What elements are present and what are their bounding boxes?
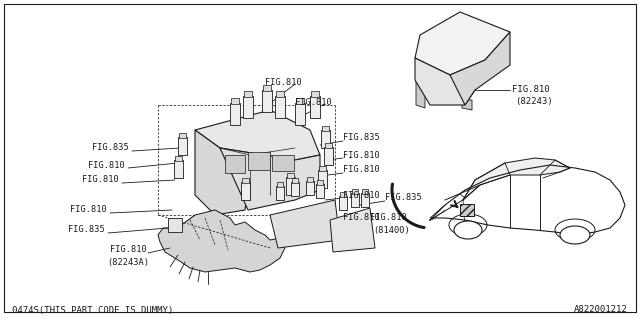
Text: 0474S(THIS PART CODE IS DUMMY): 0474S(THIS PART CODE IS DUMMY) [12, 306, 173, 315]
Bar [248, 152, 270, 170]
Ellipse shape [560, 226, 590, 244]
Bar [272, 155, 294, 171]
Bar [306, 181, 314, 195]
Bar [263, 85, 271, 91]
Bar [324, 147, 333, 165]
Bar [277, 182, 283, 187]
Polygon shape [220, 148, 320, 210]
Text: FIG.810: FIG.810 [82, 175, 119, 185]
Bar [243, 96, 253, 118]
Bar [286, 177, 295, 195]
Text: FIG.835: FIG.835 [385, 194, 422, 203]
Text: (82243A): (82243A) [107, 258, 149, 267]
Text: FIG.810: FIG.810 [295, 98, 332, 107]
Bar [291, 182, 299, 196]
Bar [310, 96, 320, 118]
Polygon shape [195, 130, 248, 215]
Bar [241, 182, 250, 200]
Polygon shape [158, 210, 285, 272]
Bar [295, 103, 305, 125]
Bar [231, 98, 239, 104]
Bar [316, 184, 324, 198]
Text: FIG.810: FIG.810 [370, 213, 407, 222]
Bar [275, 96, 285, 118]
Polygon shape [462, 100, 472, 110]
Bar [307, 177, 313, 182]
Text: FIG.835: FIG.835 [343, 133, 380, 142]
Text: FIG.810: FIG.810 [343, 213, 380, 222]
Bar [362, 189, 368, 194]
Bar [244, 91, 252, 97]
Bar [318, 170, 327, 188]
Polygon shape [270, 200, 340, 248]
Polygon shape [416, 80, 425, 108]
Bar [262, 90, 272, 112]
Bar [276, 186, 284, 200]
Text: FIG.810: FIG.810 [343, 165, 380, 174]
Bar [296, 98, 304, 104]
Bar [319, 166, 326, 171]
Bar [322, 126, 329, 131]
Text: FIG.810: FIG.810 [265, 78, 301, 87]
Bar [179, 133, 186, 138]
Text: A822001212: A822001212 [574, 306, 628, 315]
Bar [287, 173, 294, 178]
Text: FIG.810: FIG.810 [343, 150, 380, 159]
Bar [351, 193, 359, 207]
Bar [225, 155, 245, 173]
Polygon shape [330, 208, 375, 252]
Text: FIG.835: FIG.835 [68, 226, 105, 235]
Bar [460, 204, 474, 216]
Text: FIG.810: FIG.810 [70, 205, 107, 214]
Bar [340, 192, 346, 197]
Bar [230, 103, 240, 125]
Polygon shape [195, 110, 320, 160]
Bar [276, 91, 284, 97]
Bar [174, 160, 183, 178]
Bar [339, 196, 347, 210]
Text: FIG.810: FIG.810 [110, 245, 147, 254]
Ellipse shape [454, 221, 482, 239]
Text: (81400): (81400) [373, 226, 410, 235]
Bar [175, 156, 182, 161]
Bar [325, 143, 332, 148]
Bar [321, 130, 330, 148]
Bar [361, 193, 369, 207]
Polygon shape [450, 32, 510, 105]
Text: (82243): (82243) [515, 97, 552, 106]
Bar [292, 178, 298, 183]
Text: FIG.810: FIG.810 [512, 85, 550, 94]
Polygon shape [168, 218, 182, 232]
Polygon shape [415, 58, 475, 105]
Bar [242, 178, 249, 183]
Bar [311, 91, 319, 97]
Bar [178, 137, 187, 155]
Bar [352, 189, 358, 194]
Text: FIG.810: FIG.810 [88, 161, 125, 170]
Text: FIG.810: FIG.810 [343, 190, 380, 199]
Polygon shape [415, 12, 510, 75]
Bar [317, 180, 323, 185]
Polygon shape [463, 158, 570, 200]
Text: FIG.835: FIG.835 [92, 143, 129, 153]
